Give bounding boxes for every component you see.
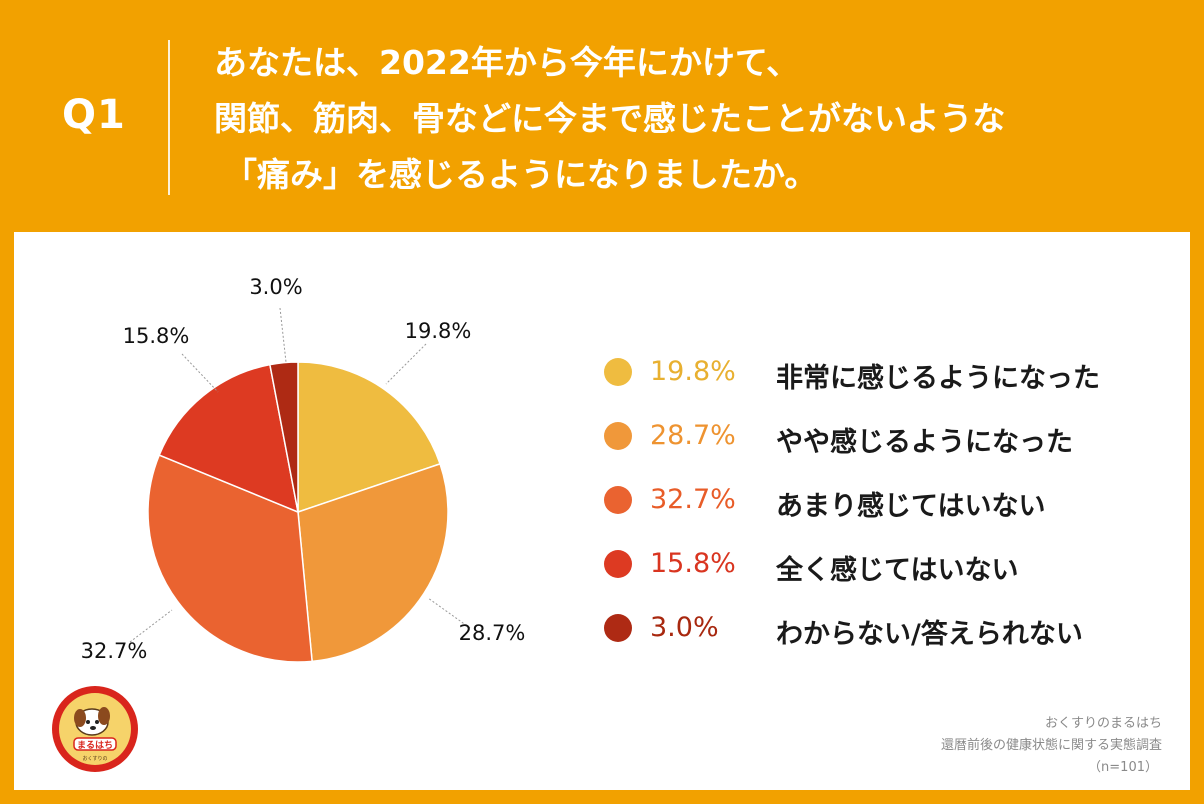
legend-percent: 15.8% (650, 548, 736, 579)
question-text-line-2: 関節、筋肉、骨などに今まで感じたことがないような (214, 99, 1006, 138)
header: Q1 あなたは、2022年から今年にかけて、 関節、筋肉、骨などに今まで感じたこ… (0, 0, 1204, 230)
dog-mascot-icon: まるはち おくすりの (52, 686, 138, 772)
question-text-line-3: 「痛み」を感じるようになりましたか。 (224, 155, 818, 194)
data-label-1: 19.8% (405, 319, 472, 343)
question-number: Q1 (62, 92, 126, 138)
logo-small-text: おくすりの (82, 755, 107, 762)
pie-chart: 19.8% 28.7% 32.7% 15.8% 3.0% (81, 275, 526, 663)
legend-percent: 19.8% (650, 356, 736, 387)
legend-label: 非常に感じるようになった (776, 363, 1100, 394)
legend-label: やや感じるようになった (776, 427, 1073, 458)
pie-slice-3 (147, 454, 313, 663)
legend-swatch (604, 486, 632, 514)
legend-label: 全く感じてはいない (776, 555, 1019, 586)
legend-percent: 32.7% (650, 484, 736, 515)
legend-swatch (604, 550, 632, 578)
legend-swatch (604, 614, 632, 642)
data-label-2: 28.7% (459, 621, 526, 645)
source-sample-size: （n=101） (1088, 760, 1158, 775)
chart-panel: 19.8% 28.7% 32.7% 15.8% 3.0% 19.8% 非常に感じるように… (14, 232, 1190, 790)
legend-percent: 28.7% (650, 420, 736, 451)
pie-slice-4 (158, 363, 299, 514)
pie-slice-5 (269, 361, 299, 513)
legend-label: わからない/答えられない (776, 619, 1083, 650)
data-label-4: 15.8% (123, 324, 190, 348)
legend-swatch (604, 422, 632, 450)
question-text-line-1: あなたは、2022年から今年にかけて、 (214, 43, 800, 82)
source-survey-title: 還暦前後の健康状態に関する実態調査 (940, 738, 1162, 753)
leader-line-3 (129, 609, 173, 643)
leader-line-2 (427, 597, 471, 629)
data-label-3: 32.7% (81, 639, 148, 663)
source-company: おくすりのまるはち (1044, 716, 1162, 731)
header-divider (168, 40, 170, 195)
legend-percent: 3.0% (650, 612, 719, 643)
leader-line-5 (279, 307, 287, 363)
pie-slice-2 (297, 462, 449, 663)
legend-label: あまり感じてはいない (776, 491, 1046, 522)
leader-line-4 (181, 353, 219, 393)
pie-slice-1 (297, 361, 442, 514)
leader-line-1 (385, 343, 427, 385)
logo-text: まるはち (77, 740, 113, 751)
legend-swatch (604, 358, 632, 386)
data-label-5: 3.0% (249, 275, 302, 299)
